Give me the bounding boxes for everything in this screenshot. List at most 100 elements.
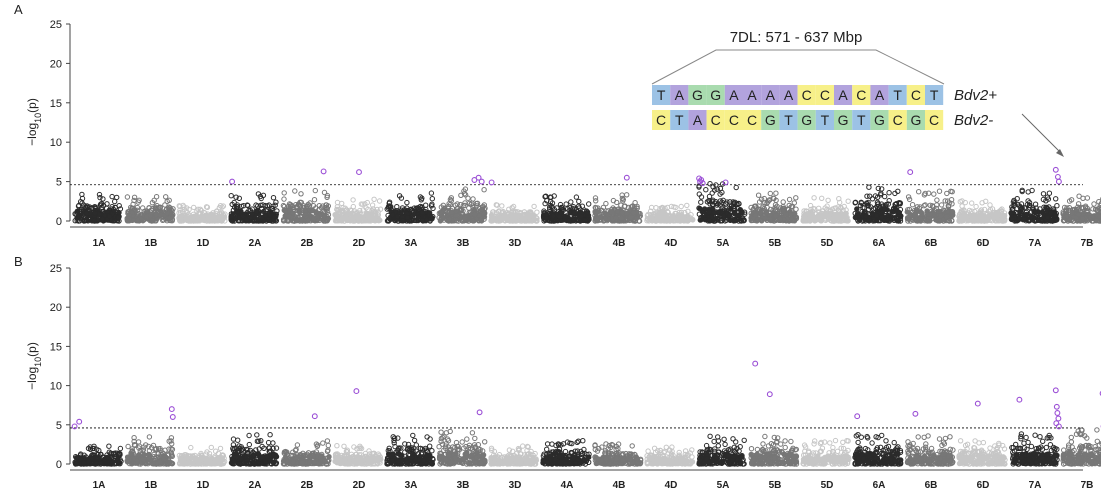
data-point xyxy=(131,197,137,204)
data-point xyxy=(1053,217,1060,223)
data-point xyxy=(462,215,468,221)
data-point xyxy=(100,196,106,202)
data-point xyxy=(184,217,190,223)
data-point xyxy=(825,197,831,204)
data-point xyxy=(387,216,393,222)
data-point xyxy=(334,199,341,206)
data-point xyxy=(236,195,243,202)
data-point xyxy=(240,213,246,219)
data-point xyxy=(251,452,257,458)
data-point xyxy=(243,454,249,460)
chromosome-points-6B xyxy=(904,188,956,224)
chromosome-points-2B xyxy=(280,187,332,224)
chromosome-label-1D: 1D xyxy=(197,480,210,491)
data-point xyxy=(258,202,264,209)
data-point xyxy=(234,202,241,208)
data-point xyxy=(869,196,876,202)
data-point xyxy=(845,198,851,204)
data-point xyxy=(594,216,600,223)
data-point xyxy=(368,211,374,217)
y-axis-label-sub: 10 xyxy=(33,113,43,123)
data-point xyxy=(79,191,85,198)
data-point xyxy=(219,204,225,210)
chromosome-points-1D xyxy=(176,202,228,224)
chromosome-points-6A xyxy=(852,184,904,224)
data-point xyxy=(873,212,880,219)
data-point xyxy=(904,216,911,222)
y-tick-label: 15 xyxy=(50,341,62,353)
data-point xyxy=(99,216,106,222)
panel-letter: A xyxy=(14,2,23,17)
chromosome-points-1D xyxy=(176,444,228,467)
data-point xyxy=(234,208,241,215)
data-point xyxy=(428,190,435,196)
data-point xyxy=(109,193,115,200)
data-point xyxy=(322,212,328,219)
data-point xyxy=(609,209,615,215)
data-point xyxy=(167,215,173,222)
data-point xyxy=(104,454,110,461)
data-point xyxy=(312,187,318,194)
significant-point xyxy=(1054,173,1061,180)
chromosome-label-3A: 3A xyxy=(405,238,418,249)
data-point xyxy=(217,203,224,209)
data-point xyxy=(471,207,478,213)
data-point xyxy=(76,214,83,221)
data-point xyxy=(767,190,773,197)
data-point xyxy=(131,194,138,201)
data-point xyxy=(945,209,951,215)
data-point xyxy=(183,205,190,211)
data-point xyxy=(369,202,376,208)
data-point xyxy=(177,216,183,222)
data-point xyxy=(571,209,578,216)
data-point xyxy=(819,195,825,202)
data-point xyxy=(360,207,366,213)
data-point xyxy=(153,194,160,200)
data-point xyxy=(457,201,464,208)
data-point xyxy=(733,184,739,191)
chromosome-points-1A xyxy=(72,191,124,224)
data-point xyxy=(140,456,147,463)
data-point xyxy=(1020,216,1027,223)
data-point xyxy=(706,209,712,215)
data-point xyxy=(619,210,626,216)
data-point xyxy=(219,216,225,222)
data-point xyxy=(613,215,619,221)
data-point xyxy=(228,213,234,220)
data-point xyxy=(233,194,239,200)
data-point xyxy=(281,190,287,196)
data-point xyxy=(231,458,238,464)
data-point xyxy=(112,198,118,205)
data-point xyxy=(270,195,277,201)
data-point xyxy=(74,208,81,215)
y-tick-label: 15 xyxy=(50,98,62,110)
data-point xyxy=(1039,209,1046,215)
data-point xyxy=(198,457,204,463)
data-point xyxy=(210,213,216,219)
data-point xyxy=(478,217,484,224)
data-point xyxy=(302,207,308,214)
data-point xyxy=(157,459,164,465)
data-point xyxy=(116,209,122,216)
data-point xyxy=(854,206,860,212)
data-point xyxy=(148,212,154,219)
y-tick-label: 10 xyxy=(50,137,62,149)
data-point xyxy=(631,209,637,216)
data-point xyxy=(685,217,691,224)
data-point xyxy=(470,218,476,224)
data-point xyxy=(578,213,584,220)
data-point xyxy=(135,199,142,205)
data-point xyxy=(110,459,116,465)
data-point xyxy=(909,202,916,208)
y-tick-label: 25 xyxy=(50,19,62,31)
chromosome-points-7A xyxy=(1008,187,1060,224)
data-point xyxy=(501,212,507,218)
data-point xyxy=(294,442,301,448)
data-point xyxy=(81,202,87,208)
chromosome-label-6B: 6B xyxy=(925,238,938,249)
data-point xyxy=(520,216,526,222)
data-point xyxy=(179,457,186,463)
data-point xyxy=(135,217,141,224)
data-point xyxy=(896,209,902,216)
